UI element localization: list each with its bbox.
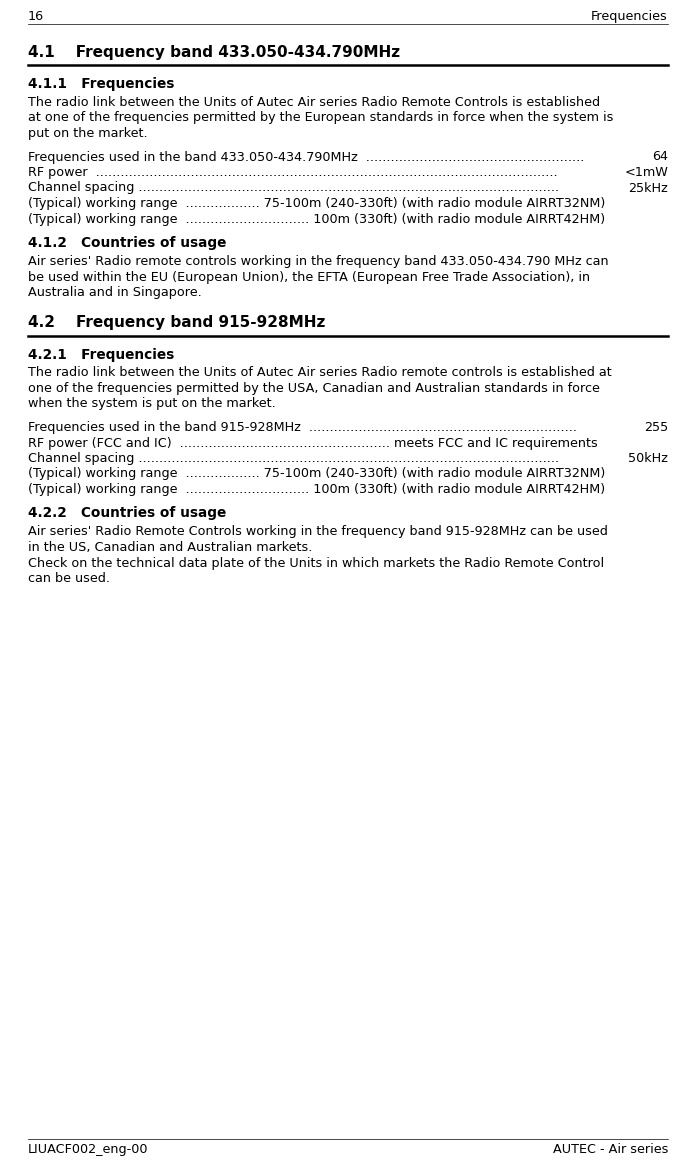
Text: (Typical) working range  .................. 75-100m (240-330ft) (with radio modu: (Typical) working range ................… xyxy=(28,197,606,210)
Text: 4.1.2   Countries of usage: 4.1.2 Countries of usage xyxy=(28,236,226,250)
Text: RF power (FCC and IC)  ................................................... meets: RF power (FCC and IC) ..................… xyxy=(28,436,598,449)
Text: 4.2.2   Countries of usage: 4.2.2 Countries of usage xyxy=(28,506,226,520)
Text: 50kHz: 50kHz xyxy=(628,452,668,464)
Text: 4.2    Frequency band 915-928MHz: 4.2 Frequency band 915-928MHz xyxy=(28,315,325,330)
Text: (Typical) working range  .............................. 100m (330ft) (with radio: (Typical) working range ................… xyxy=(28,483,605,496)
Text: The radio link between the Units of Autec Air series Radio Remote Controls is es: The radio link between the Units of Aute… xyxy=(28,96,600,109)
Text: put on the market.: put on the market. xyxy=(28,127,148,140)
Text: RF power  ......................................................................: RF power ...............................… xyxy=(28,166,557,179)
Text: <1mW: <1mW xyxy=(624,166,668,179)
Text: AUTEC - Air series: AUTEC - Air series xyxy=(553,1142,668,1156)
Text: 4.1.1   Frequencies: 4.1.1 Frequencies xyxy=(28,77,175,91)
Text: 16: 16 xyxy=(28,11,44,23)
Text: 25kHz: 25kHz xyxy=(628,182,668,195)
Text: when the system is put on the market.: when the system is put on the market. xyxy=(28,398,276,411)
Text: be used within the EU (European Union), the EFTA (European Free Trade Associatio: be used within the EU (European Union), … xyxy=(28,271,590,284)
Text: 64: 64 xyxy=(652,151,668,163)
Text: (Typical) working range  .............................. 100m (330ft) (with radio: (Typical) working range ................… xyxy=(28,212,605,225)
Text: LIUACF002_eng-00: LIUACF002_eng-00 xyxy=(28,1142,148,1156)
Text: Channel spacing ................................................................: Channel spacing ........................… xyxy=(28,182,559,195)
Text: Frequencies: Frequencies xyxy=(591,11,668,23)
Text: Frequencies used in the band 433.050-434.790MHz  ...............................: Frequencies used in the band 433.050-434… xyxy=(28,151,585,163)
Text: Australia and in Singapore.: Australia and in Singapore. xyxy=(28,286,202,299)
Text: Frequencies used in the band 915-928MHz  .......................................: Frequencies used in the band 915-928MHz … xyxy=(28,421,577,434)
Text: Check on the technical data plate of the Units in which markets the Radio Remote: Check on the technical data plate of the… xyxy=(28,557,604,569)
Text: Air series' Radio Remote Controls working in the frequency band 915-928MHz can b: Air series' Radio Remote Controls workin… xyxy=(28,525,608,538)
Text: (Typical) working range  .................. 75-100m (240-330ft) (with radio modu: (Typical) working range ................… xyxy=(28,468,606,481)
Text: can be used.: can be used. xyxy=(28,572,110,585)
Text: one of the frequencies permitted by the USA, Canadian and Australian standards i: one of the frequencies permitted by the … xyxy=(28,382,600,394)
Text: 4.2.1   Frequencies: 4.2.1 Frequencies xyxy=(28,348,174,362)
Text: in the US, Canadian and Australian markets.: in the US, Canadian and Australian marke… xyxy=(28,541,313,554)
Text: 255: 255 xyxy=(644,421,668,434)
Text: Channel spacing ................................................................: Channel spacing ........................… xyxy=(28,452,559,464)
Text: 4.1    Frequency band 433.050-434.790MHz: 4.1 Frequency band 433.050-434.790MHz xyxy=(28,46,400,60)
Text: The radio link between the Units of Autec Air series Radio remote controls is es: The radio link between the Units of Aute… xyxy=(28,366,612,379)
Text: at one of the frequencies permitted by the European standards in force when the : at one of the frequencies permitted by t… xyxy=(28,112,613,125)
Text: Air series' Radio remote controls working in the frequency band 433.050-434.790 : Air series' Radio remote controls workin… xyxy=(28,256,608,268)
